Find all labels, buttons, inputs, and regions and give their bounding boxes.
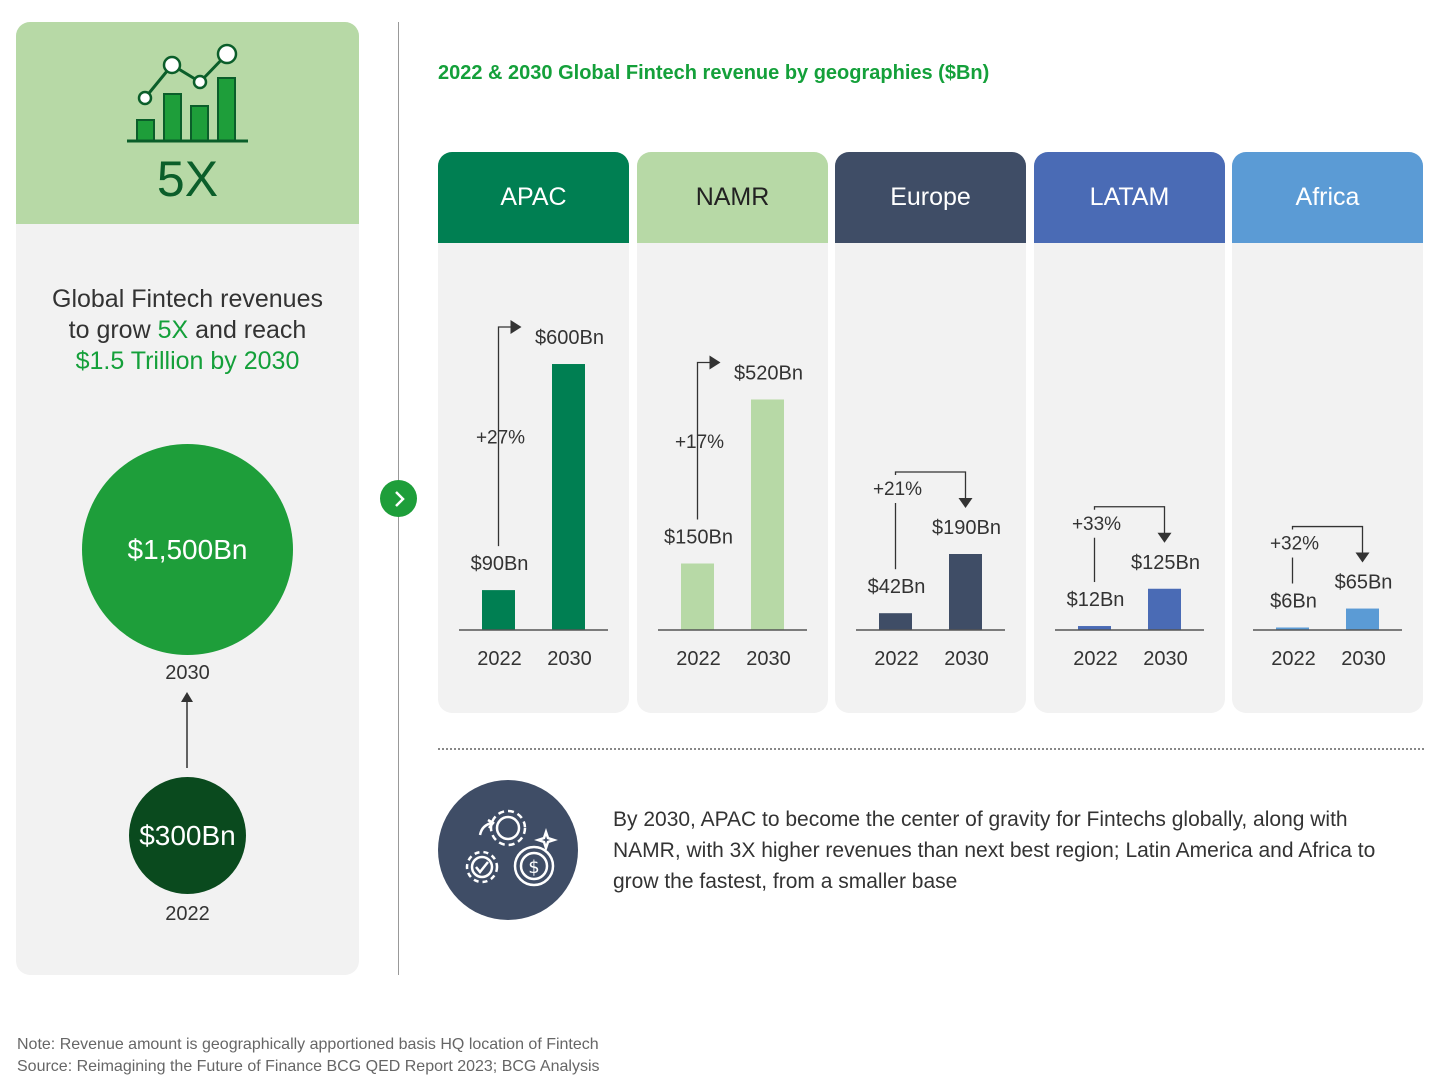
chart-title: 2022 & 2030 Global Fintech revenue by ge… (438, 62, 990, 84)
growth-connector (894, 471, 967, 500)
data-label: $90Bn (471, 553, 529, 575)
bar-2022 (1078, 626, 1111, 630)
region-bar-chart: $150Bn 2022 $520Bn 2030 +17% (658, 355, 807, 670)
bar-2030 (949, 554, 982, 630)
region-header: APAC (438, 152, 629, 243)
insight-text: By 2030, APAC to become the center of gr… (613, 808, 1376, 893)
growth-connector (696, 361, 712, 520)
footnote: Note: Revenue amount is geographically a… (17, 1036, 599, 1053)
region-card-apac: APAC $90Bn 2022 $600Bn 2030 +27% (438, 152, 629, 713)
data-label: $125Bn (1131, 552, 1200, 574)
svg-text:$: $ (528, 857, 539, 878)
growth-connector (1291, 525, 1364, 555)
bar-2030 (751, 399, 784, 630)
x-tick-label: 2030 (1341, 648, 1386, 670)
x-tick-label: 2022 (874, 648, 919, 670)
data-label: $600Bn (535, 327, 604, 349)
gears-dollar-icon: $ (438, 780, 578, 920)
region-header: LATAM (1034, 152, 1225, 243)
x-tick-label: 2030 (944, 648, 989, 670)
headline-line-3: $1.5 Trillion by 2030 (75, 347, 300, 375)
arrow-right-icon (709, 355, 721, 370)
revenue-2022-circle: $300Bn (129, 777, 246, 894)
chevron-right-icon (394, 490, 405, 507)
revenue-2030-circle: $1,500Bn (82, 444, 293, 655)
arrow-right-icon (510, 320, 522, 335)
growth-factor: 5X (156, 151, 219, 207)
data-label: $65Bn (1335, 572, 1393, 594)
arrow-down-icon (1355, 552, 1370, 563)
region-header: Africa (1232, 152, 1423, 243)
data-label: $12Bn (1067, 589, 1125, 611)
bar-2022 (1276, 627, 1309, 630)
region-card-namr: NAMR $150Bn 2022 $520Bn 2030 +17% (637, 152, 828, 713)
bar-2030 (1148, 588, 1181, 630)
data-label: $150Bn (664, 527, 733, 549)
headline-text: and reach (188, 316, 307, 344)
growth-label: +17% (675, 432, 724, 453)
year-2030-label: 2030 (165, 662, 210, 684)
region-bar-chart: $12Bn 2022 $125Bn 2030 +33% (1055, 506, 1204, 670)
section-divider (438, 748, 1424, 750)
region-bar-chart: $6Bn 2022 $65Bn 2030 +32% (1253, 525, 1402, 670)
growth-label: +27% (476, 428, 525, 449)
region-card-europe: Europe $42Bn 2022 $190Bn 2030 +21% (835, 152, 1026, 713)
bar-2022 (879, 613, 912, 630)
region-header: Europe (835, 152, 1026, 243)
region-bar-chart: $90Bn 2022 $600Bn 2030 +27% (459, 320, 608, 670)
arrow-down-icon (958, 498, 973, 508)
data-label: $190Bn (932, 517, 1001, 539)
revenue-2030-value: $1,500Bn (127, 533, 248, 565)
growth-label: +21% (873, 479, 922, 500)
growth-label: +32% (1270, 534, 1319, 555)
summary-headline: Global Fintech revenues to grow 5X and r… (16, 284, 359, 377)
x-tick-label: 2030 (1143, 648, 1188, 670)
x-tick-label: 2022 (477, 648, 522, 670)
headline-line-1: Global Fintech revenues (52, 285, 323, 313)
data-label: $520Bn (734, 362, 803, 384)
region-header: NAMR (637, 152, 828, 243)
growth-connector (497, 326, 513, 547)
source-note: Source: Reimagining the Future of Financ… (17, 1058, 600, 1075)
arrow-down-icon (1157, 532, 1172, 543)
headline-line-2: to grow 5X and reach (16, 315, 359, 346)
headline-text: to grow (68, 316, 158, 344)
year-2022-label: 2022 (165, 903, 210, 925)
revenue-2022-value: $300Bn (139, 819, 236, 851)
growth-connector (1093, 506, 1166, 535)
growth-chart-icon (127, 43, 248, 143)
next-button[interactable] (380, 480, 417, 517)
summary-header: 5X (16, 22, 359, 224)
region-bar-chart: $42Bn 2022 $190Bn 2030 +21% (856, 471, 1005, 670)
bar-2030 (1346, 608, 1379, 630)
x-tick-label: 2022 (1271, 648, 1316, 670)
bar-2022 (482, 590, 515, 630)
data-label: $6Bn (1270, 591, 1317, 613)
bar-2030 (552, 364, 585, 630)
headline-highlight: 5X (157, 316, 189, 344)
x-tick-label: 2022 (1073, 648, 1118, 670)
x-tick-label: 2030 (746, 648, 791, 670)
data-label: $42Bn (868, 576, 926, 598)
region-card-latam: LATAM $12Bn 2022 $125Bn 2030 +33% (1034, 152, 1225, 713)
x-tick-label: 2030 (547, 648, 592, 670)
region-card-africa: Africa $6Bn 2022 $65Bn 2030 +32% (1232, 152, 1423, 713)
bar-2022 (681, 563, 714, 630)
growth-arrow-icon (181, 692, 193, 768)
x-tick-label: 2022 (676, 648, 721, 670)
growth-label: +33% (1072, 514, 1121, 535)
summary-panel: 5X Global Fintech revenues to grow 5X an… (16, 22, 359, 975)
